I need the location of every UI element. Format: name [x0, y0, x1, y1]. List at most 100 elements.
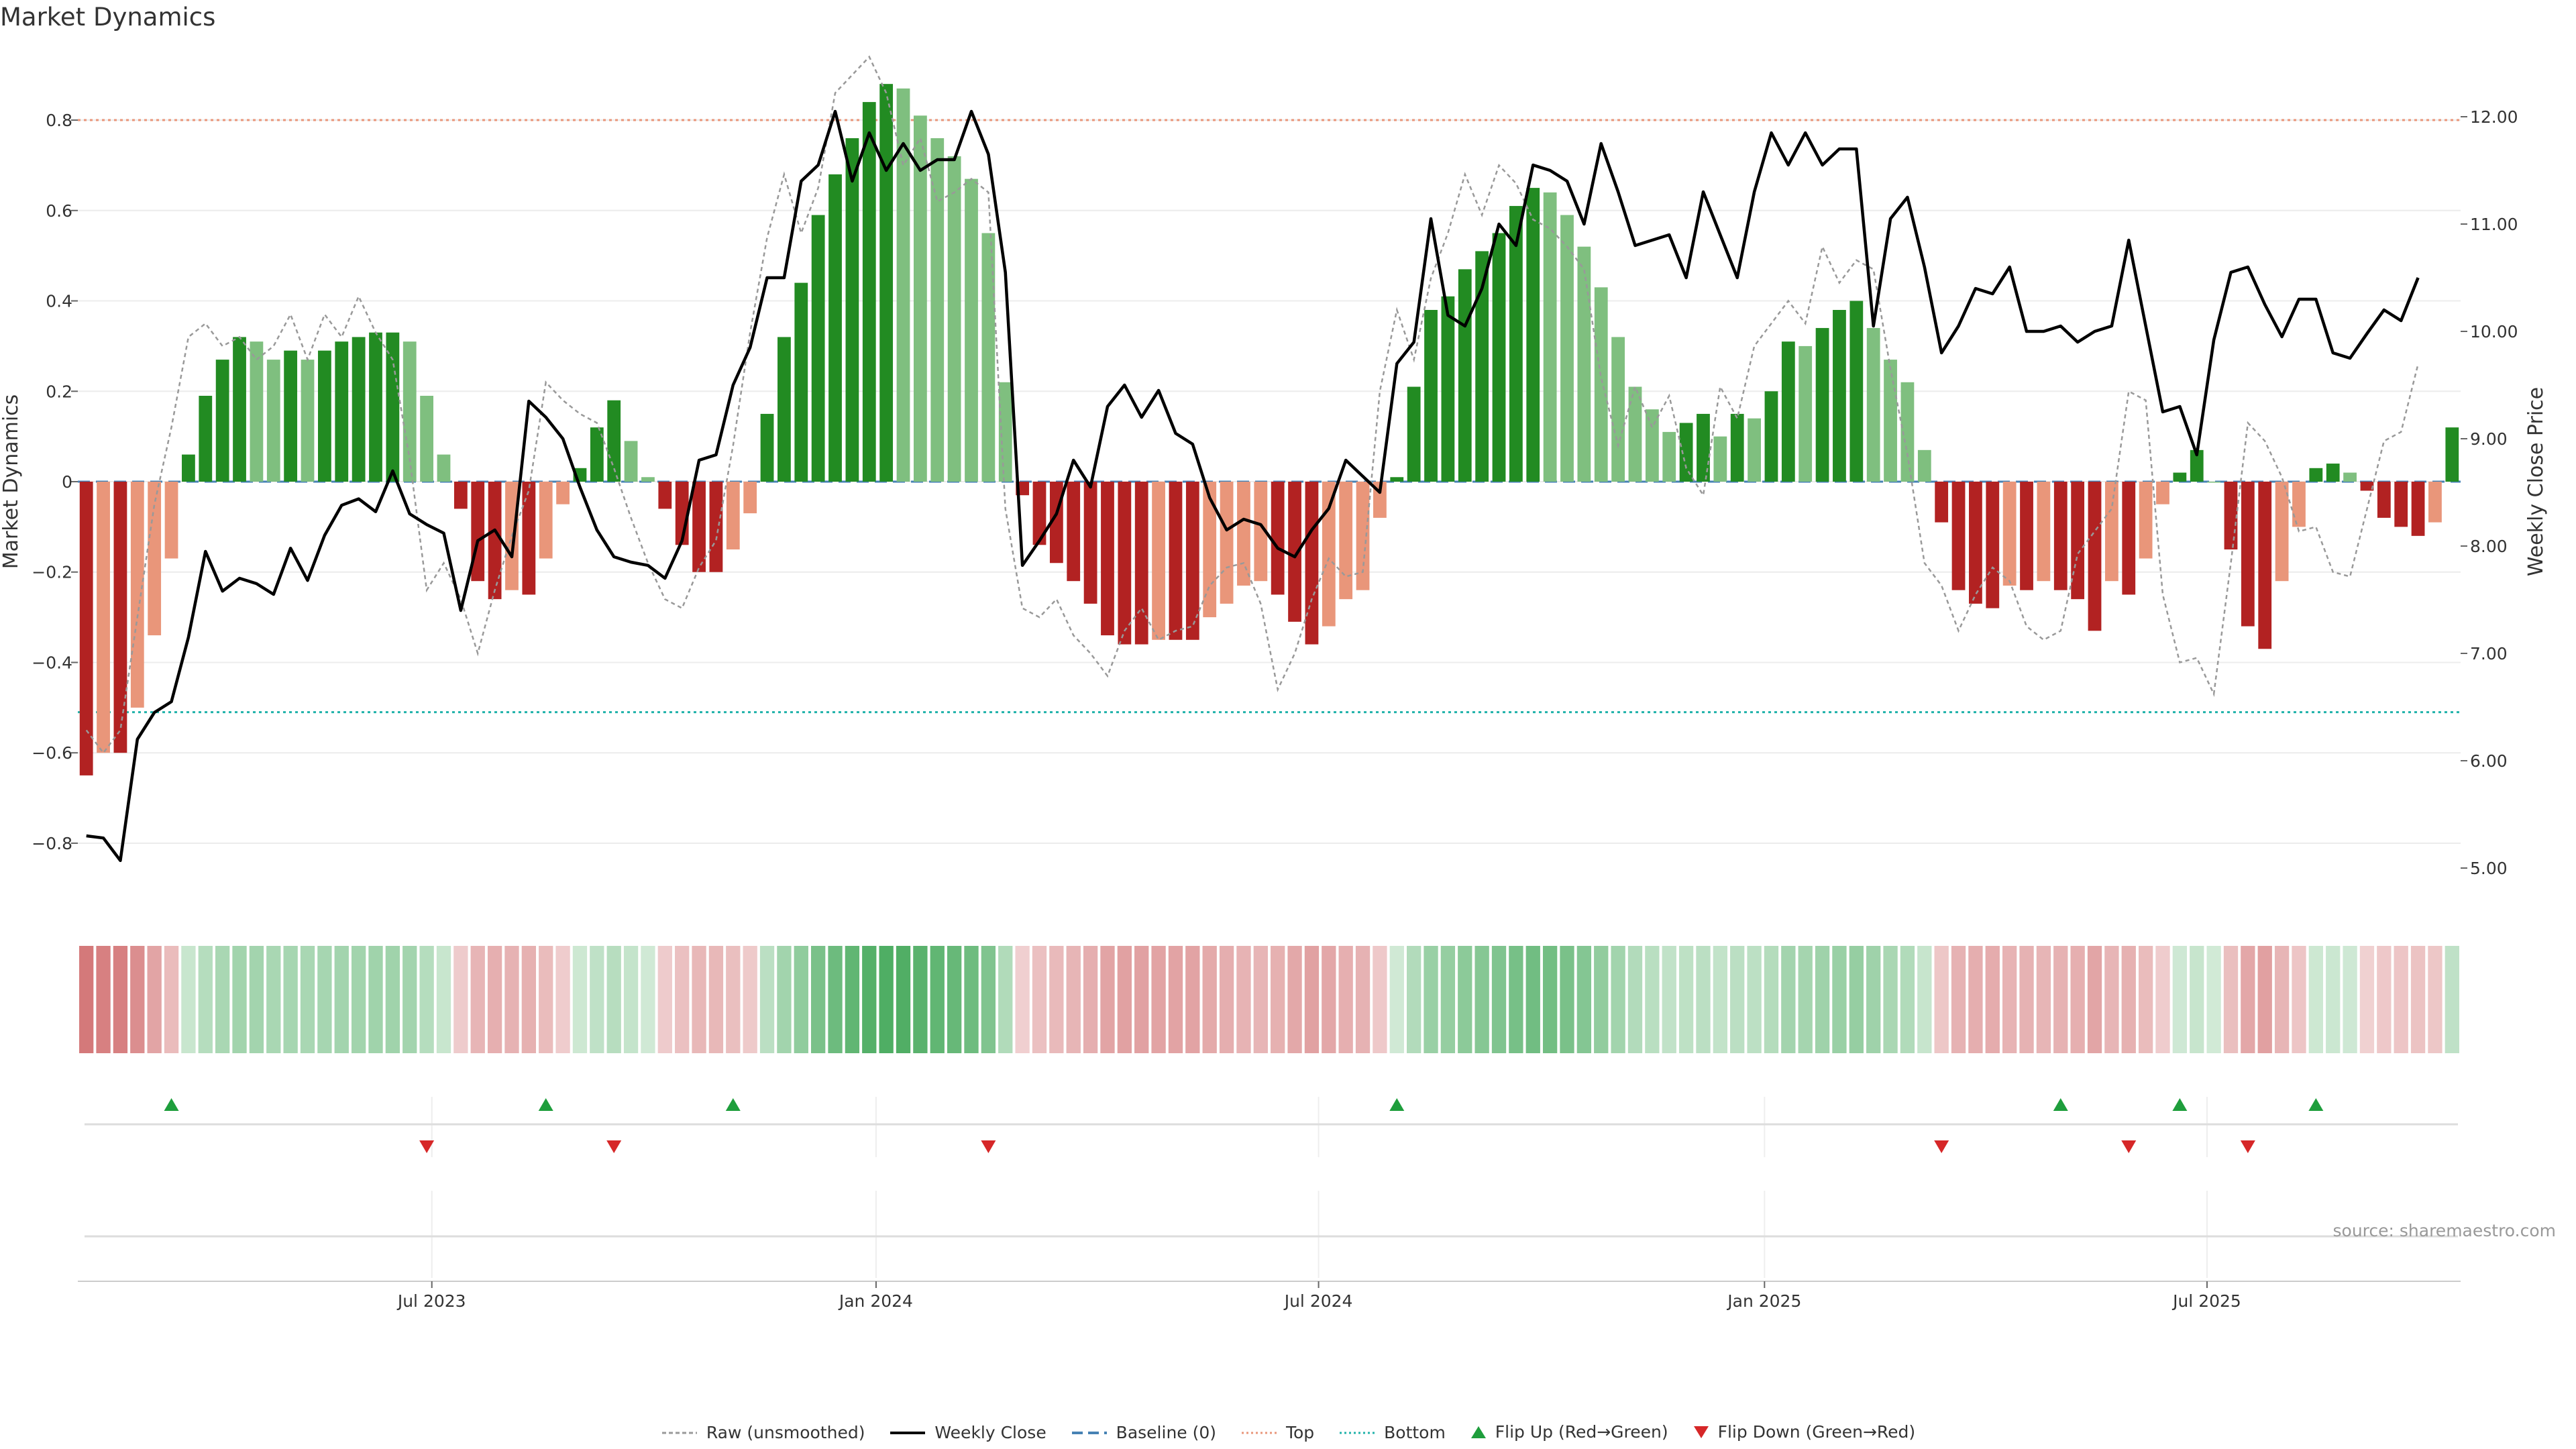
heat-cell	[1100, 946, 1115, 1053]
heat-cell	[2206, 946, 2221, 1053]
momentum-bar	[522, 482, 536, 595]
momentum-bar	[1713, 436, 1727, 482]
heat-cell	[1219, 946, 1234, 1053]
heat-cell	[419, 946, 434, 1053]
heat-cell	[2138, 946, 2153, 1053]
momentum-bar	[692, 482, 706, 572]
dotted-orange-line-icon	[1241, 1432, 1277, 1434]
heat-cell	[623, 946, 639, 1053]
heat-cell	[487, 946, 502, 1053]
momentum-bar	[981, 233, 996, 482]
right-tick-label: 8.00	[2470, 537, 2508, 556]
momentum-bar	[369, 332, 382, 482]
right-tick-label: 12.00	[2470, 107, 2518, 127]
heat-cell	[759, 946, 775, 1053]
momentum-bar	[2241, 482, 2255, 627]
heat-cell	[1764, 946, 1779, 1053]
momentum-bar	[182, 454, 195, 482]
momentum-bar	[352, 337, 366, 482]
momentum-bar	[1799, 345, 1813, 482]
heat-cell	[1338, 946, 1353, 1053]
momentum-bar	[1884, 360, 1897, 482]
heat-cell	[641, 946, 655, 1053]
heat-cell	[675, 946, 690, 1053]
heat-cell	[1151, 946, 1166, 1053]
heat-cell	[1849, 946, 1864, 1053]
momentum-bar	[1764, 391, 1778, 482]
x-tick-label: Jul 2025	[2171, 1291, 2241, 1311]
heat-cell	[470, 946, 485, 1053]
momentum-bar	[1271, 482, 1285, 595]
heat-cell	[130, 946, 145, 1053]
momentum-bar	[1067, 482, 1081, 582]
heat-cell	[1576, 946, 1592, 1053]
momentum-bar	[913, 115, 927, 482]
heat-cell	[249, 946, 264, 1053]
momentum-bar	[2224, 482, 2238, 550]
heat-cell	[1389, 946, 1404, 1053]
left-tick-label: −0.8	[32, 834, 72, 853]
legend-label: Flip Up (Red→Green)	[1495, 1422, 1668, 1442]
legend-label: Flip Down (Green→Red)	[1717, 1422, 1916, 1442]
momentum-bar	[386, 332, 400, 482]
heat-cell	[1373, 946, 1387, 1053]
momentum-bar	[1237, 482, 1250, 586]
heat-cell	[1509, 946, 1523, 1053]
momentum-bar	[862, 102, 876, 482]
heat-cell	[1985, 946, 2000, 1053]
momentum-bar	[2309, 468, 2323, 482]
momentum-bar	[215, 360, 229, 482]
momentum-bar	[1594, 287, 1608, 482]
heat-cell	[1951, 946, 1966, 1053]
right-tick-label: 6.00	[2470, 751, 2508, 771]
heat-cell	[1355, 946, 1371, 1053]
source-credit: source: sharemaestro.com	[2332, 1221, 2557, 1240]
momentum-bar	[845, 138, 859, 482]
series-lines	[85, 55, 2420, 863]
axes: −0.8 −0.6 −0.4 −0.2 0 0.2 0.4 0.6 0.8 5.00 6.00 7.0…	[0, 107, 2548, 878]
momentum-bar	[453, 482, 468, 509]
momentum-bar	[879, 84, 894, 482]
heat-cell	[351, 946, 366, 1053]
momentum-bar	[947, 156, 961, 482]
heat-cell	[368, 946, 383, 1053]
momentum-bar	[1220, 482, 1234, 604]
legend-item-bottom: Bottom	[1338, 1423, 1446, 1442]
momentum-bar	[1986, 482, 2000, 608]
legend-label: Top	[1285, 1423, 1315, 1442]
momentum-bar	[148, 482, 162, 636]
momentum-bar	[1101, 482, 1114, 636]
momentum-bar	[811, 215, 825, 482]
momentum-bar	[97, 482, 110, 753]
heat-cell	[2241, 946, 2255, 1053]
heat-cell	[1968, 946, 1983, 1053]
heat-cell	[113, 946, 128, 1053]
heat-cell	[879, 946, 894, 1053]
momentum-bar	[1662, 431, 1676, 482]
x-tick-label: Jul 2024	[1283, 1291, 1353, 1311]
momentum-bar	[998, 382, 1012, 482]
flip-up-marker	[2172, 1098, 2188, 1111]
heat-cell	[794, 946, 808, 1053]
heat-cell	[504, 946, 519, 1053]
heat-cell	[2190, 946, 2204, 1053]
flip-down-marker	[2240, 1140, 2255, 1153]
momentum-bar	[2104, 482, 2118, 582]
heat-cell	[555, 946, 570, 1053]
left-tick-label: 0	[62, 472, 72, 492]
heat-cell	[539, 946, 553, 1053]
momentum-bar	[488, 482, 502, 600]
heat-cell	[828, 946, 843, 1053]
heat-cell	[1117, 946, 1132, 1053]
heat-cell	[657, 946, 672, 1053]
right-tick-label: 9.00	[2470, 429, 2508, 449]
momentum-bar	[539, 482, 553, 559]
left-tick-label: 0.2	[46, 382, 72, 401]
momentum-bar	[317, 350, 331, 482]
heat-cell	[164, 946, 179, 1053]
left-tick-label: −0.2	[32, 563, 72, 582]
flip-up-marker	[538, 1098, 553, 1111]
momentum-bar	[2428, 482, 2442, 523]
heat-cell	[1440, 946, 1456, 1053]
solid-black-line-icon	[890, 1431, 926, 1434]
